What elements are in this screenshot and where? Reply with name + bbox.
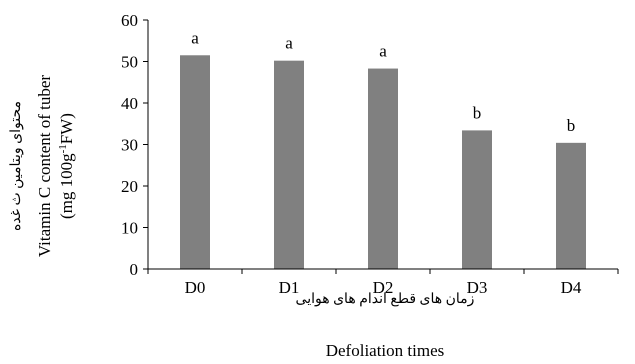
x-axis-title: Defoliation times [326,341,445,360]
bar-d3 [462,130,492,269]
y-tick-label: 10 [121,219,138,238]
bar-d0 [180,55,210,269]
bar-d2 [368,69,398,269]
bar-d4 [556,143,586,269]
bar-d1 [274,61,304,269]
data-label: a [191,28,199,47]
data-label: b [473,103,482,122]
y-tick-label: 30 [121,136,138,155]
x-axis-title-persian: زمان های قطع اندام های هوایی [296,292,475,307]
x-tick-label: D4 [561,278,582,297]
bars-group [180,55,586,269]
y-axis-title: Vitamin C content of tuber [35,75,54,257]
units-suffix: FW) [57,113,76,144]
y-axis-title-units: (mg 100g-1FW) [57,113,76,219]
y-axis: 0 10 20 30 40 50 60 [121,11,148,279]
units-prefix: (mg 100g [57,153,76,219]
y-tick-label: 60 [121,11,138,30]
x-tick-label: D0 [185,278,206,297]
y-tick-label: 20 [121,177,138,196]
data-label: a [285,34,293,53]
y-tick-label: 40 [121,94,138,113]
units-superscript: -1 [57,144,69,153]
y-tick-label: 50 [121,53,138,72]
y-axis-title-persian: محتوای ویتامین ث غده [9,101,24,231]
y-tick-label: 0 [130,260,139,279]
data-label: a [379,42,387,61]
data-label: b [567,116,576,135]
